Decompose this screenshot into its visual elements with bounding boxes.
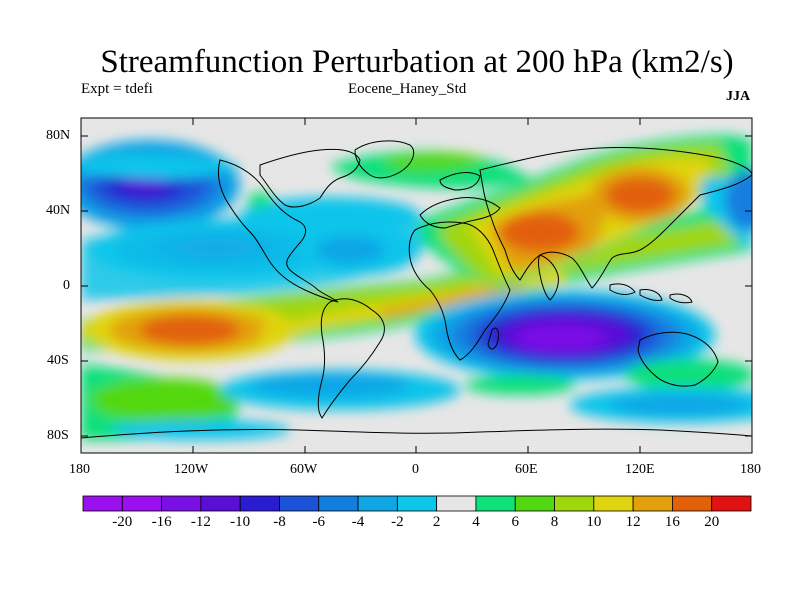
lon-tick-label: 60W (290, 462, 318, 477)
colorbar-swatch (357, 495, 398, 512)
colorbar-label: -12 (190, 514, 211, 530)
colorbar-swatch (554, 495, 595, 512)
colorbar (82, 495, 752, 512)
lon-tick-label: 60E (515, 462, 538, 477)
colorbar-label: 16 (664, 514, 680, 530)
colorbar-label: -16 (151, 514, 172, 530)
tick-marks (81, 118, 752, 453)
colorbar-swatch (121, 495, 162, 512)
colorbar-swatch (436, 495, 477, 512)
colorbar-label: -6 (312, 514, 326, 530)
colorbar-swatch (514, 495, 555, 512)
colorbar-label: -2 (391, 514, 404, 530)
colorbar-swatch (318, 495, 359, 512)
colorbar-swatch (82, 495, 123, 512)
map-title: Streamfunction Perturbation at 200 hPa (… (100, 44, 734, 80)
colorbar-swatch (279, 495, 320, 512)
lon-tick-label: 0 (412, 462, 419, 477)
colorbar-label: 4 (472, 514, 480, 530)
colorbar-label: 8 (550, 514, 559, 530)
colorbar-label: -4 (351, 514, 365, 530)
colorbar-label: 10 (586, 514, 602, 530)
colorbar-swatch (672, 495, 713, 512)
lon-tick-label: 180 (740, 462, 761, 477)
lat-tick-label: 80N (46, 128, 71, 143)
colorbar-swatch (200, 495, 241, 512)
contour-field (81, 118, 752, 453)
colorbar-label: 2 (432, 514, 441, 530)
case-label: Eocene_Haney_Std (348, 81, 467, 97)
colorbar-label: -10 (230, 514, 251, 530)
colorbar-label: -20 (112, 514, 133, 530)
colorbar-swatch (396, 495, 438, 512)
lat-tick-label: 40N (46, 203, 71, 218)
lat-tick-label: 40S (47, 353, 69, 368)
lon-tick-label: 180 (69, 462, 90, 477)
colorbar-label: 6 (511, 514, 519, 530)
lat-tick-label: 0 (63, 278, 70, 293)
colorbar-label: -8 (273, 514, 286, 530)
colorbar-swatch (161, 495, 202, 512)
colorbar-swatch (711, 495, 752, 512)
colorbar-swatch (593, 495, 634, 512)
colorbar-label: 12 (625, 514, 641, 530)
lat-tick-label: 80S (47, 428, 69, 443)
colorbar-label: 20 (704, 514, 720, 530)
experiment-label: Expt = tdefi (81, 81, 153, 97)
lon-tick-label: 120E (625, 462, 655, 477)
colorbar-swatch (475, 495, 516, 512)
coastlines (81, 140, 752, 439)
lon-tick-label: 120W (174, 462, 209, 477)
colorbar-swatch (239, 495, 280, 512)
season-label: JJA (726, 89, 751, 104)
colorbar-swatch (632, 495, 673, 512)
